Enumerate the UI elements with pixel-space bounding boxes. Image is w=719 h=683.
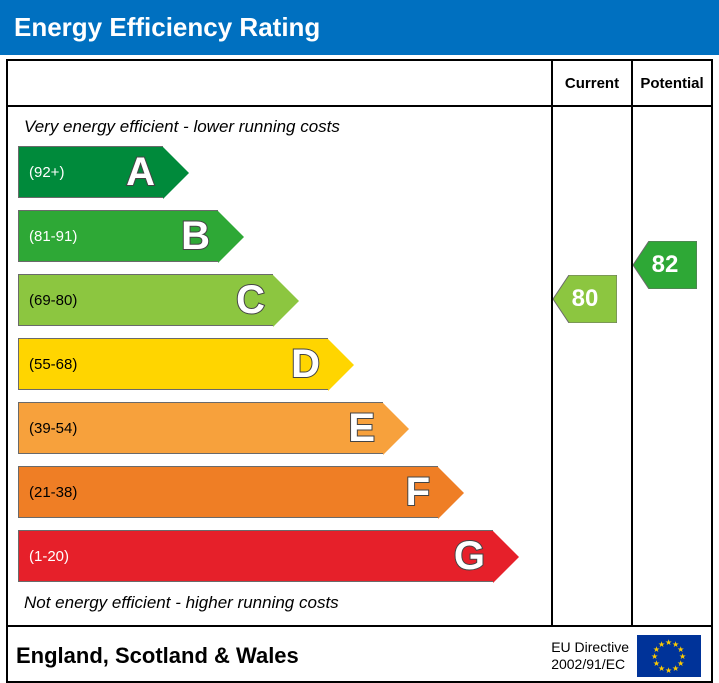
band-arrow-e xyxy=(383,403,409,455)
current-pointer: 80 xyxy=(553,275,617,323)
region-label: England, Scotland & Wales xyxy=(16,643,299,669)
band-bar-g: (1-20) G xyxy=(18,530,493,582)
potential-pointer-value: 82 xyxy=(652,251,679,279)
band-range-f: (21-38) xyxy=(19,484,77,501)
band-row-d: (55-68) D xyxy=(8,335,551,393)
potential-pointer: 82 xyxy=(633,241,697,289)
title-text: Energy Efficiency Rating xyxy=(14,12,320,42)
band-row-f: (21-38) F xyxy=(8,463,551,521)
band-arrow-c xyxy=(273,275,299,327)
band-row-g: (1-20) G xyxy=(8,527,551,585)
potential-column: 82 xyxy=(631,107,711,625)
eu-star: ★ xyxy=(672,664,679,673)
bars-area: Very energy efficient - lower running co… xyxy=(8,107,551,625)
band-arrow-f xyxy=(438,467,464,519)
band-range-c: (69-80) xyxy=(19,292,77,309)
epc-chart: Energy Efficiency Rating Current Potenti… xyxy=(0,0,719,675)
band-bar-a: (92+) A xyxy=(18,146,163,198)
directive-text: EU Directive 2002/91/EC xyxy=(551,639,629,673)
directive-line1: EU Directive xyxy=(551,639,629,656)
header-row: Current Potential xyxy=(8,61,711,107)
band-bar-e: (39-54) E xyxy=(18,402,383,454)
eu-star: ★ xyxy=(658,640,665,649)
band-letter-c: C xyxy=(236,278,265,323)
band-bar-b: (81-91) B xyxy=(18,210,218,262)
band-letter-f: F xyxy=(406,470,430,515)
band-range-b: (81-91) xyxy=(19,228,77,245)
header-current: Current xyxy=(551,61,631,105)
band-bar-c: (69-80) C xyxy=(18,274,273,326)
band-row-e: (39-54) E xyxy=(8,399,551,457)
chart-body: Very energy efficient - lower running co… xyxy=(8,107,711,627)
band-letter-g: G xyxy=(454,534,485,579)
band-bar-f: (21-38) F xyxy=(18,466,438,518)
band-row-b: (81-91) B xyxy=(8,207,551,265)
header-potential: Potential xyxy=(631,61,711,105)
band-range-e: (39-54) xyxy=(19,420,77,437)
band-letter-d: D xyxy=(291,342,320,387)
band-letter-e: E xyxy=(348,406,375,451)
caption-top: Very energy efficient - lower running co… xyxy=(8,113,551,143)
main-box: Current Potential Very energy efficient … xyxy=(6,59,713,683)
caption-bottom: Not energy efficient - higher running co… xyxy=(8,591,551,619)
band-arrow-g xyxy=(493,531,519,583)
band-range-d: (55-68) xyxy=(19,356,77,373)
band-arrow-b xyxy=(218,211,244,263)
band-arrow-d xyxy=(328,339,354,391)
band-letter-b: B xyxy=(181,214,210,259)
band-bar-d: (55-68) D xyxy=(18,338,328,390)
eu-star: ★ xyxy=(665,666,672,675)
directive-line2: 2002/91/EC xyxy=(551,656,629,673)
current-pointer-value: 80 xyxy=(572,285,599,313)
band-range-a: (92+) xyxy=(19,164,64,181)
band-row-a: (92+) A xyxy=(8,143,551,201)
directive-block: EU Directive 2002/91/EC ★★★★★★★★★★★★ xyxy=(551,635,701,677)
current-column: 80 xyxy=(551,107,631,625)
title-bar: Energy Efficiency Rating xyxy=(0,0,719,55)
band-arrow-a xyxy=(163,147,189,199)
band-range-g: (1-20) xyxy=(19,548,69,565)
eu-flag-icon: ★★★★★★★★★★★★ xyxy=(637,635,701,677)
band-row-c: (69-80) C xyxy=(8,271,551,329)
band-letter-a: A xyxy=(126,150,155,195)
footer-row: England, Scotland & Wales EU Directive 2… xyxy=(8,627,711,681)
header-spacer xyxy=(8,61,551,105)
